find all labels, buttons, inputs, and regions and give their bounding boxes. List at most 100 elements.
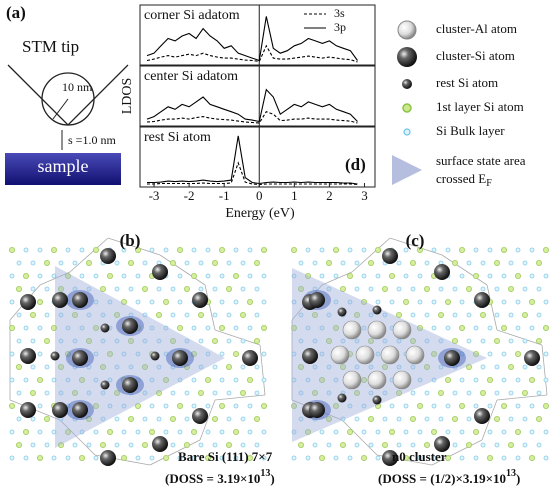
atom bbox=[473, 247, 479, 253]
atom bbox=[30, 286, 36, 292]
bond bbox=[321, 271, 353, 286]
tip-apex bbox=[41, 72, 95, 126]
atom bbox=[515, 377, 521, 383]
atom bbox=[305, 325, 311, 331]
legend-marker bbox=[392, 155, 422, 185]
atom bbox=[240, 286, 246, 292]
si-adatom bbox=[309, 402, 325, 418]
atom bbox=[297, 285, 304, 292]
bond bbox=[214, 394, 266, 401]
x-tick-label: 3 bbox=[361, 188, 368, 203]
si-adatom bbox=[302, 348, 318, 364]
atom bbox=[445, 247, 451, 253]
si-adatom bbox=[172, 350, 188, 366]
atom bbox=[451, 259, 458, 266]
atom bbox=[15, 363, 22, 370]
atom bbox=[155, 389, 162, 396]
atom bbox=[79, 429, 85, 435]
atom bbox=[416, 246, 423, 253]
atom bbox=[515, 350, 522, 357]
atom bbox=[212, 390, 218, 396]
rest-atom bbox=[100, 380, 110, 390]
atom bbox=[403, 273, 409, 279]
atom bbox=[500, 246, 507, 253]
atom bbox=[247, 403, 253, 409]
atom bbox=[9, 429, 15, 435]
caption: Bare Si (111) 7×7 bbox=[178, 449, 273, 464]
atom bbox=[240, 364, 246, 370]
atom bbox=[128, 286, 134, 292]
atom bbox=[93, 377, 99, 383]
atom bbox=[522, 338, 528, 344]
atom bbox=[367, 415, 374, 422]
atom bbox=[9, 351, 15, 357]
atom bbox=[298, 312, 304, 318]
panel-title: rest Si atom bbox=[144, 130, 211, 145]
atom bbox=[536, 442, 542, 448]
atom bbox=[326, 442, 332, 448]
atom bbox=[65, 377, 71, 383]
atom bbox=[184, 416, 190, 422]
atom bbox=[240, 338, 246, 344]
panel-label: (b) bbox=[120, 231, 141, 250]
atom bbox=[128, 364, 134, 370]
atom bbox=[16, 416, 22, 422]
atom bbox=[162, 298, 169, 305]
x-tick-label: -3 bbox=[149, 188, 160, 203]
atom bbox=[368, 390, 374, 396]
ldos-line bbox=[147, 135, 358, 185]
atom bbox=[319, 273, 325, 279]
radius-label: 10 nm bbox=[62, 80, 93, 94]
atom bbox=[93, 246, 100, 253]
atom bbox=[410, 312, 416, 318]
al-atom bbox=[380, 345, 400, 365]
atom bbox=[431, 299, 437, 305]
atom bbox=[382, 338, 388, 344]
atom bbox=[121, 247, 127, 253]
atom bbox=[254, 286, 260, 292]
atom bbox=[114, 338, 120, 344]
bond bbox=[59, 419, 96, 456]
atom bbox=[389, 299, 395, 305]
atom bbox=[312, 364, 318, 370]
atom bbox=[333, 429, 339, 435]
atom bbox=[290, 246, 297, 253]
atom bbox=[501, 273, 507, 279]
atom bbox=[198, 364, 204, 370]
si-adatom bbox=[434, 264, 450, 280]
atom bbox=[396, 338, 402, 344]
atom bbox=[121, 403, 127, 409]
doss-text: (DOSS = (1/2)×3.19×10 bbox=[378, 471, 506, 486]
bond bbox=[431, 439, 483, 466]
atom bbox=[543, 299, 549, 305]
atom bbox=[395, 389, 402, 396]
atom bbox=[93, 351, 99, 357]
atom bbox=[360, 454, 367, 461]
atom bbox=[508, 312, 514, 318]
atom bbox=[107, 428, 114, 435]
atom bbox=[65, 325, 71, 331]
atom bbox=[403, 429, 409, 435]
atom bbox=[480, 442, 486, 448]
atom bbox=[114, 260, 120, 266]
atom bbox=[416, 402, 423, 409]
atom bbox=[417, 377, 423, 383]
atom bbox=[431, 377, 437, 383]
atom bbox=[191, 377, 197, 383]
al-atom bbox=[367, 370, 387, 390]
atom bbox=[297, 441, 304, 448]
atom bbox=[487, 273, 493, 279]
atom bbox=[466, 416, 472, 422]
atom bbox=[254, 364, 260, 370]
atom bbox=[340, 416, 346, 422]
atom bbox=[86, 390, 92, 396]
atom bbox=[445, 325, 451, 331]
atom bbox=[212, 286, 218, 292]
panel-label: (a) bbox=[6, 3, 26, 22]
atom bbox=[170, 364, 176, 370]
atom bbox=[298, 338, 304, 344]
atom bbox=[459, 299, 465, 305]
atom bbox=[190, 428, 197, 435]
atom bbox=[396, 442, 402, 448]
atom bbox=[508, 390, 514, 396]
